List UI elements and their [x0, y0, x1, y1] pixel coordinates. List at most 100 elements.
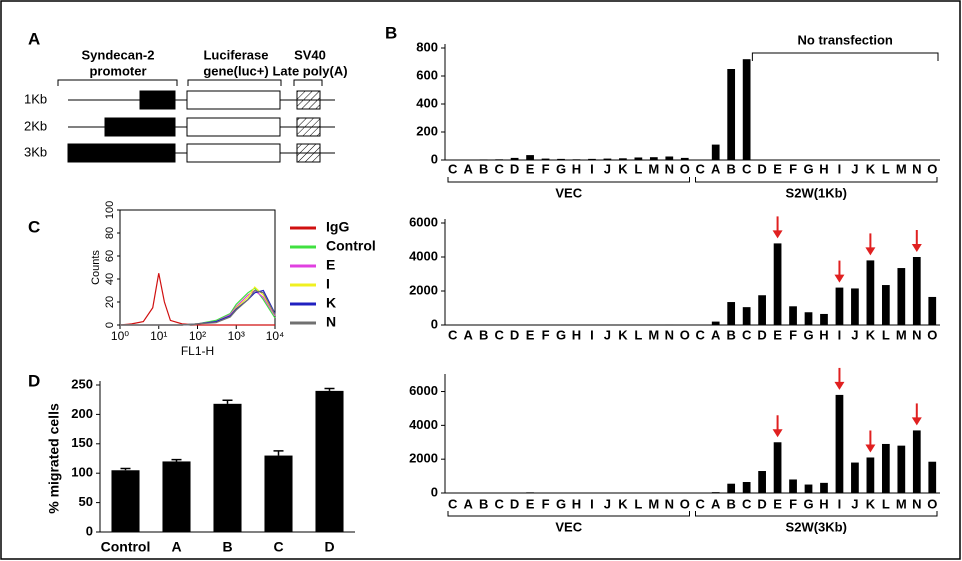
x-tick-label: K [866, 161, 876, 176]
x-tick-label: J [604, 327, 611, 342]
x-tick-label: O [680, 496, 690, 511]
x-tick-label: H [819, 161, 828, 176]
x-tick-label: E [773, 496, 782, 511]
row-label: 2Kb [24, 118, 47, 133]
bar [111, 470, 140, 532]
x-tick-label: I [590, 327, 594, 342]
x-tick-label: N [665, 496, 674, 511]
bar [881, 443, 890, 493]
arrow-head [911, 417, 922, 426]
x-tick-label: L [882, 327, 890, 342]
x-tick-label: G [803, 496, 813, 511]
arrow-head [834, 274, 845, 283]
x-tick-label: C [448, 161, 458, 176]
x-tick-label: N [912, 327, 921, 342]
diagram-text: promoter [89, 63, 146, 78]
group-bracket [695, 511, 938, 517]
bar [727, 483, 736, 493]
y-tick-label: 200 [416, 123, 438, 138]
group-bracket [695, 177, 938, 183]
bar [866, 260, 875, 325]
bar [804, 312, 813, 325]
x-tick-label: D [757, 161, 766, 176]
bar [727, 69, 736, 160]
bar [789, 306, 797, 325]
bar [742, 307, 751, 325]
bar [264, 455, 293, 532]
x-tick-label: M [648, 327, 659, 342]
bar [588, 158, 596, 160]
bar [526, 492, 534, 493]
panel-label: B [385, 23, 397, 42]
x-tick-label: C [742, 161, 752, 176]
x-tick-label: C [273, 539, 283, 555]
x-tick-label: L [882, 161, 890, 176]
bar [711, 492, 720, 493]
bar [928, 461, 937, 493]
bar [851, 288, 859, 325]
x-tick-label: C [448, 496, 458, 511]
legend-label: E [326, 257, 335, 273]
x-tick-label: A [464, 327, 474, 342]
x-tick-label: K [866, 496, 876, 511]
y-tick-label: 6000 [409, 383, 438, 398]
x-tick-label: H [572, 161, 581, 176]
x-tick-label: G [803, 327, 813, 342]
x-tick-label: C [742, 496, 752, 511]
x-tick-label: N [912, 496, 921, 511]
x-tick-label: J [851, 161, 858, 176]
x-tick-label: A [711, 327, 721, 342]
x-tick-label: K [618, 496, 628, 511]
y-tick-label: 0 [104, 322, 116, 328]
group-label: S2W(3Kb) [786, 519, 847, 534]
x-tick-label: L [634, 327, 642, 342]
bar [727, 302, 736, 325]
bar [649, 157, 658, 160]
x-tick-label: 10² [189, 329, 206, 343]
x-tick-label: C [448, 327, 458, 342]
bar [619, 158, 627, 160]
x-tick-label: B [479, 327, 488, 342]
x-tick-label: E [526, 327, 535, 342]
arrow-head [911, 244, 922, 252]
bar [758, 295, 766, 325]
bar [711, 321, 720, 325]
bar [835, 287, 844, 325]
bar [711, 144, 720, 160]
arrow-head [772, 230, 783, 239]
bar [510, 157, 519, 160]
x-tick-label: J [604, 161, 611, 176]
legend-label: N [326, 314, 336, 330]
bar [665, 324, 674, 325]
x-tick-label: C [696, 496, 706, 511]
x-tick-label: G [556, 496, 566, 511]
y-tick-label: 0 [431, 316, 438, 331]
x-tick-label: B [726, 496, 735, 511]
x-tick-label: H [819, 496, 828, 511]
x-tick-label: C [696, 327, 706, 342]
group-label: S2W(1Kb) [786, 185, 847, 200]
group-label: VEC [555, 185, 582, 200]
bar [820, 313, 828, 325]
x-tick-label: A [711, 496, 721, 511]
bar [897, 445, 906, 493]
x-tick-label: F [789, 496, 797, 511]
x-tick-label: N [665, 327, 674, 342]
legend-label: K [326, 295, 336, 311]
x-tick-label: F [542, 327, 550, 342]
y-tick-label: 0 [431, 151, 438, 166]
bar [881, 285, 890, 325]
x-tick-label: K [618, 161, 628, 176]
annotation-bracket [751, 52, 939, 61]
x-tick-label: N [912, 161, 921, 176]
y-tick-label: 100 [71, 465, 93, 480]
x-tick-label: E [773, 327, 782, 342]
bar [479, 159, 488, 160]
panel-label: D [28, 371, 40, 390]
bar [541, 158, 550, 160]
x-tick-label: H [572, 327, 581, 342]
x-tick-label: L [634, 161, 642, 176]
x-tick-label: B [726, 161, 735, 176]
x-tick-label: H [819, 327, 828, 342]
